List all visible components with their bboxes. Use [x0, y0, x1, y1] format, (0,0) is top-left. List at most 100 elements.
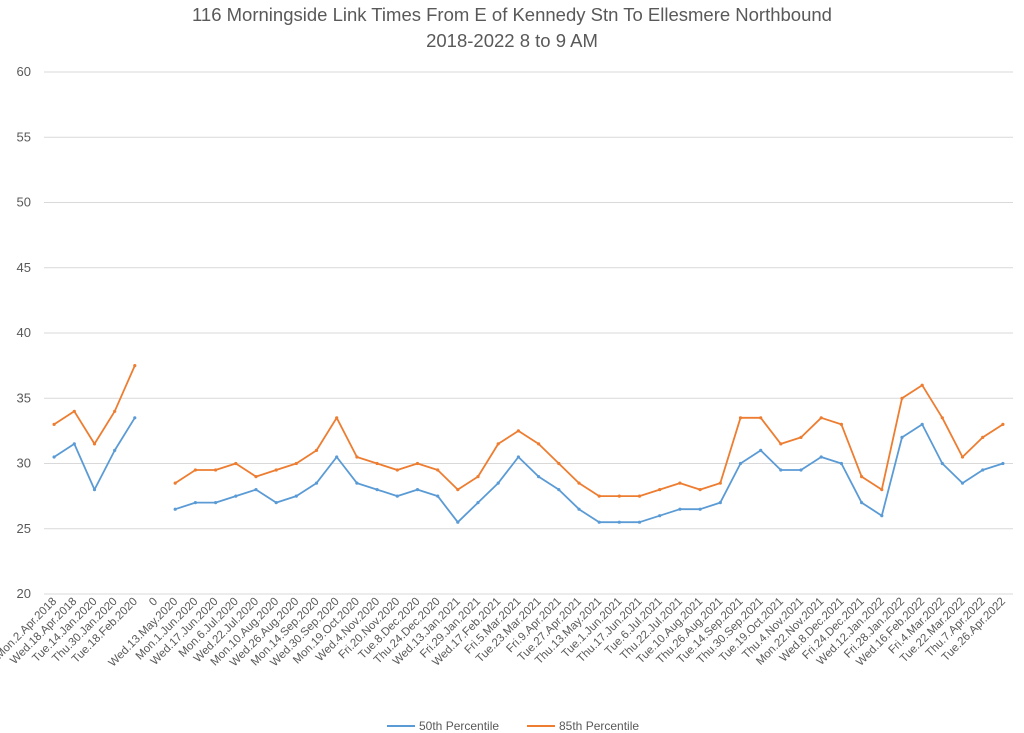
data-point-p50 — [516, 455, 521, 459]
data-point-p50 — [678, 507, 682, 511]
data-point-p50 — [294, 494, 298, 498]
data-point-p85 — [839, 422, 844, 426]
legend-label-p85: 85th Percentile — [559, 719, 639, 733]
y-tick-label: 20 — [17, 586, 31, 601]
data-point-p85 — [900, 396, 904, 400]
data-point-p50 — [395, 494, 399, 498]
data-point-p85 — [537, 442, 541, 446]
data-point-p85 — [557, 461, 561, 466]
chart-title: 116 Morningside Link Times From E of Ken… — [192, 4, 832, 25]
data-point-p50 — [113, 448, 117, 452]
data-point-p50 — [779, 468, 783, 472]
data-point-p85 — [456, 488, 460, 492]
data-point-p85 — [375, 461, 379, 466]
data-point-p85 — [436, 468, 440, 472]
data-point-p50 — [456, 520, 460, 524]
y-tick-label: 50 — [17, 195, 31, 210]
data-point-p85 — [314, 448, 319, 452]
data-point-p50 — [900, 435, 904, 439]
data-point-p85 — [799, 435, 803, 439]
data-point-p50 — [577, 507, 581, 511]
data-point-p50 — [72, 442, 76, 446]
data-point-p50 — [415, 488, 420, 492]
data-point-p85 — [52, 422, 56, 426]
data-point-p85 — [294, 461, 298, 466]
y-tick-label: 25 — [17, 521, 31, 536]
data-point-p85 — [920, 383, 924, 387]
data-point-p50 — [880, 514, 884, 518]
data-point-p85 — [698, 488, 702, 492]
chart-subtitle: 2018-2022 8 to 9 AM — [426, 30, 598, 51]
data-point-p50 — [860, 501, 864, 505]
data-point-p85 — [113, 409, 117, 413]
data-point-p50 — [496, 481, 500, 485]
data-point-p85 — [133, 364, 137, 368]
data-point-p50 — [557, 488, 561, 492]
data-point-p50 — [436, 494, 440, 498]
series-layer — [52, 364, 1005, 524]
data-point-p50 — [173, 507, 177, 511]
legend: 50th Percentile 85th Percentile — [387, 719, 639, 733]
data-point-p85 — [173, 481, 177, 485]
data-point-p85 — [960, 455, 965, 459]
x-axis-ticks: Mon.2.Apr.2018Wed.18.Apr.2018Tue.14.Jan.… — [0, 596, 1008, 670]
grid-layer — [44, 71, 1013, 595]
data-point-p50 — [960, 481, 965, 485]
data-point-p85 — [92, 442, 97, 446]
data-point-p85 — [981, 435, 985, 439]
data-point-p85 — [637, 494, 642, 498]
data-point-p50 — [314, 481, 319, 485]
data-point-p85 — [1001, 422, 1005, 426]
data-point-p50 — [92, 488, 97, 492]
data-point-p85 — [577, 481, 581, 485]
data-point-p50 — [920, 422, 924, 426]
data-point-p85 — [72, 409, 76, 413]
data-point-p85 — [658, 488, 662, 492]
data-point-p50 — [355, 481, 359, 485]
data-point-p85 — [395, 468, 399, 472]
data-point-p85 — [254, 475, 258, 479]
data-point-p50 — [274, 501, 278, 505]
data-point-p85 — [779, 442, 783, 446]
data-point-p85 — [355, 455, 359, 459]
y-tick-label: 30 — [17, 456, 31, 471]
data-point-p85 — [193, 468, 197, 472]
data-point-p50 — [1001, 461, 1005, 466]
data-point-p85 — [597, 494, 601, 498]
data-point-p85 — [234, 461, 238, 466]
data-point-p85 — [214, 468, 218, 472]
y-tick-label: 35 — [17, 390, 31, 405]
data-point-p50 — [637, 520, 642, 524]
y-tick-label: 60 — [17, 64, 31, 79]
data-point-p85 — [617, 494, 621, 498]
y-tick-label: 40 — [17, 325, 31, 340]
data-point-p85 — [718, 481, 722, 485]
data-point-p50 — [799, 468, 803, 472]
data-point-p50 — [698, 507, 702, 511]
data-point-p85 — [335, 416, 339, 420]
data-point-p50 — [718, 501, 722, 505]
legend-label-p50: 50th Percentile — [419, 719, 499, 733]
data-point-p85 — [496, 442, 500, 446]
data-point-p50 — [52, 455, 56, 459]
data-point-p85 — [880, 488, 884, 492]
data-point-p85 — [738, 416, 743, 420]
data-point-p50 — [254, 488, 258, 492]
data-point-p50 — [335, 455, 339, 459]
data-point-p85 — [759, 416, 763, 420]
data-point-p50 — [839, 461, 844, 466]
data-point-p85 — [940, 416, 944, 420]
data-point-p85 — [415, 461, 420, 466]
data-point-p85 — [860, 475, 864, 479]
data-point-p50 — [133, 416, 137, 420]
data-point-p50 — [658, 514, 662, 518]
y-tick-label: 45 — [17, 260, 31, 275]
data-point-p50 — [476, 501, 480, 505]
data-point-p50 — [738, 461, 743, 466]
y-tick-label: 55 — [17, 129, 31, 144]
data-point-p85 — [274, 468, 278, 472]
data-point-p50 — [193, 501, 197, 505]
data-point-p50 — [981, 468, 985, 472]
